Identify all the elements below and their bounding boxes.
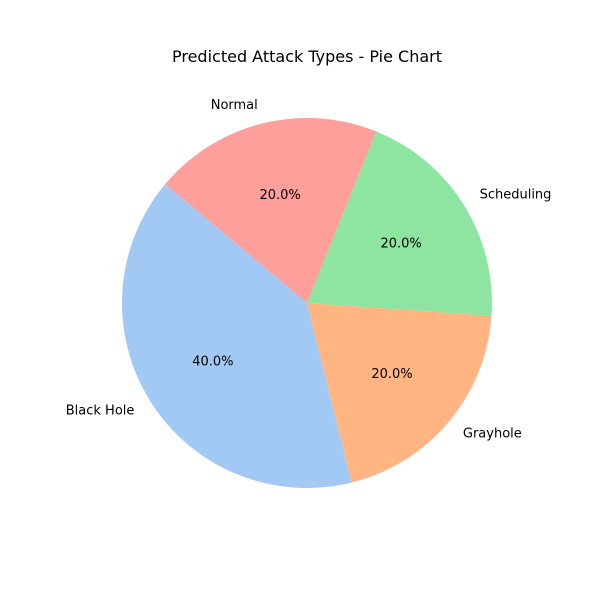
slice-label-scheduling: Scheduling	[480, 188, 552, 203]
slice-label-normal: Normal	[211, 98, 258, 113]
slice-pct-label-scheduling: 20.0%	[380, 237, 421, 252]
chart-title: Predicted Attack Types - Pie Chart	[172, 47, 442, 66]
slice-pct-label-normal: 20.0%	[259, 188, 300, 203]
slice-label-grayhole: Grayhole	[463, 426, 522, 441]
slice-pct-label-grayhole: 20.0%	[371, 367, 412, 382]
pie-slice-grayhole	[307, 303, 492, 483]
pie-slice-scheduling	[307, 131, 493, 316]
pie-slice-normal	[165, 117, 377, 303]
pie-slice-black-hole	[121, 184, 352, 488]
pie-slices	[121, 117, 493, 488]
pie-labels: Black Hole 40.0% Grayhole 20.0% Scheduling 20…	[66, 98, 552, 441]
slice-label-black-hole: Black Hole	[66, 403, 135, 418]
slice-pct-label-black-hole: 40.0%	[192, 354, 233, 369]
